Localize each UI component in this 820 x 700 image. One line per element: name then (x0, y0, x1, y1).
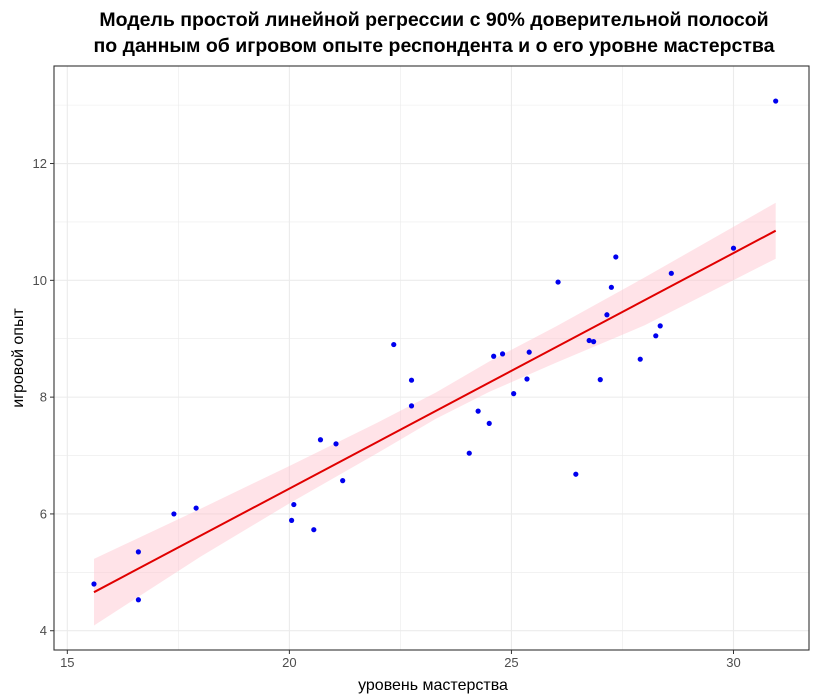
y-tick-label: 12 (33, 156, 47, 171)
data-point (773, 98, 779, 104)
data-point (135, 549, 141, 555)
chart-title-line-1: Модель простой линейной регрессии с 90% … (99, 9, 768, 31)
data-point (613, 254, 619, 260)
regression-line (93, 229, 777, 594)
x-tick-label: 30 (726, 655, 740, 670)
data-point (591, 339, 597, 345)
confidence-band (94, 202, 776, 626)
data-point (333, 441, 339, 447)
data-point (597, 377, 603, 383)
x-axis-title: уровень мастерства (358, 677, 508, 694)
data-point (586, 337, 592, 344)
data-point (499, 351, 506, 357)
data-point (171, 511, 177, 517)
x-tick-label: 20 (282, 655, 296, 670)
data-point (604, 312, 610, 318)
data-point (491, 353, 497, 359)
data-point (291, 501, 297, 508)
gridlines (54, 66, 809, 650)
x-axis: 15 20 25 30 (60, 650, 741, 670)
y-axis-title: игровой опыт (10, 308, 27, 408)
y-tick-label: 4 (40, 623, 47, 638)
x-tick-label: 25 (504, 655, 518, 670)
data-point (340, 478, 346, 484)
data-point (653, 333, 659, 339)
data-point (466, 450, 472, 456)
data-point (91, 581, 97, 587)
plot-panel (53, 65, 810, 651)
data-point (317, 437, 324, 443)
data-point (526, 349, 532, 355)
y-tick-label: 8 (40, 390, 47, 405)
y-axis: 4 6 8 10 12 (33, 156, 54, 638)
data-point (555, 279, 561, 285)
data-point (608, 284, 614, 290)
data-point (289, 517, 295, 523)
y-tick-label: 6 (40, 506, 47, 521)
data-point (311, 527, 317, 533)
points-layer (91, 98, 779, 603)
data-point (668, 270, 674, 276)
data-point (511, 391, 517, 397)
data-point (408, 403, 415, 409)
data-point (391, 341, 397, 348)
data-point (573, 471, 579, 477)
fit-line-layer (93, 229, 777, 594)
panel-border (53, 65, 810, 651)
data-point (193, 505, 199, 511)
data-point (408, 377, 415, 383)
data-point (637, 356, 643, 362)
confidence-band-layer (94, 202, 776, 626)
data-point (657, 323, 663, 329)
data-point (524, 376, 530, 382)
data-point (486, 420, 492, 427)
data-point (475, 408, 481, 414)
chart-title-line-2: по данным об игровом опыте респондента и… (93, 35, 774, 57)
data-point (730, 245, 737, 251)
y-tick-label: 10 (33, 273, 47, 288)
x-tick-label: 15 (60, 655, 74, 670)
data-point (135, 597, 141, 603)
